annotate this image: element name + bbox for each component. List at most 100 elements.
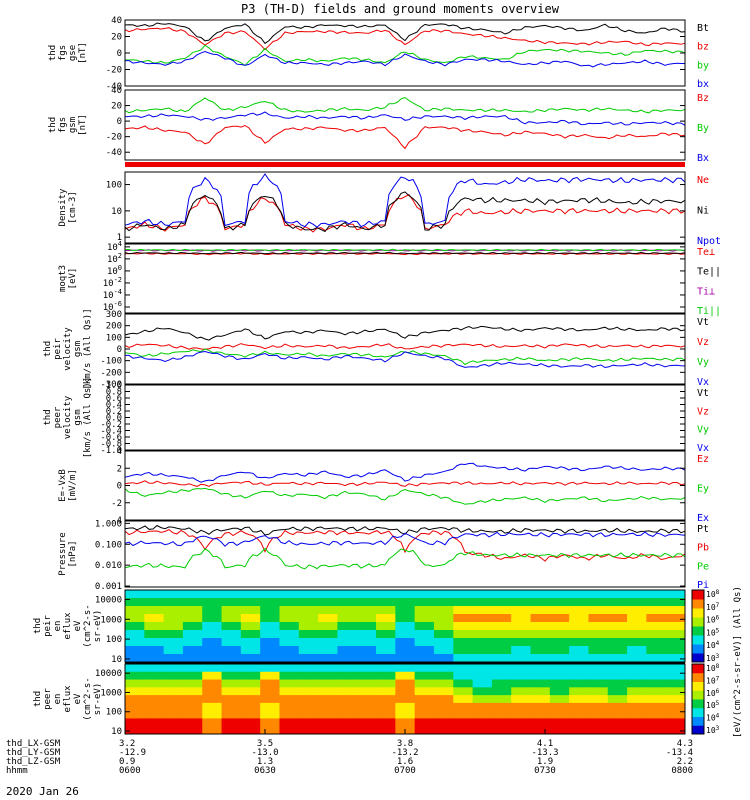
spectrogram-cell <box>549 622 570 631</box>
spectrogram-cell <box>549 679 570 688</box>
spectrogram-cell <box>279 606 300 615</box>
spectrogram-cell <box>433 702 454 712</box>
y-axis-label: E=-VxB <box>58 469 68 502</box>
series-line-ey <box>124 487 686 505</box>
y-tick-label: 4 <box>117 447 122 457</box>
spectrogram-cell <box>240 638 261 647</box>
spectrogram-cell <box>395 614 416 623</box>
y-tick-label: -20 <box>106 66 122 76</box>
panel-frame <box>124 520 686 588</box>
spectrogram-cell <box>240 718 261 727</box>
spectrogram-cell <box>511 695 532 704</box>
spectrogram-cell <box>395 664 416 673</box>
spectrogram-cell <box>530 606 551 615</box>
x-tick-label: -13.2 <box>391 748 418 758</box>
spectrogram-cell <box>607 646 628 655</box>
spectrogram-cell <box>665 664 686 673</box>
spectrogram-cell <box>530 630 551 639</box>
y-tick-label: -4 <box>111 516 122 526</box>
spectrogram-cell <box>221 646 242 655</box>
y-tick-label: 10-4 <box>103 288 122 301</box>
spectrogram-cell <box>298 614 319 623</box>
colorbar-frame <box>691 663 705 735</box>
spectrogram-cell <box>163 598 184 607</box>
spectrogram-cell <box>453 710 474 719</box>
spectrogram-cell <box>627 702 647 712</box>
legend-label: Vt <box>697 388 709 399</box>
y-tick-label: 40 <box>111 16 122 26</box>
spectrogram-cell <box>202 695 223 704</box>
spectrogram-cell <box>202 664 223 673</box>
y-tick-label: 100 <box>106 708 122 718</box>
panel-frame <box>124 89 686 161</box>
spectrogram-cell <box>395 630 416 639</box>
spectrogram-cell <box>221 702 242 712</box>
spectrogram-cell <box>260 630 280 639</box>
spectrogram-cell <box>318 638 338 647</box>
y-tick-label: 2 <box>117 464 122 474</box>
panel-moqt3: moqt3 [eV] Te⊥ Te|| Ti⊥ Ti|| 10410210010-210-4… <box>58 240 721 317</box>
spectrogram-cell <box>646 679 667 688</box>
spectrogram-cell <box>549 687 570 696</box>
spectrogram-cell <box>144 654 165 663</box>
spectrogram-cell <box>125 598 145 607</box>
x-row-label: thd_LY-GSM <box>6 748 61 758</box>
spectrogram-cell <box>627 687 647 696</box>
y-tick-label: 104 <box>107 240 122 253</box>
y-axis-label: peir <box>53 338 63 360</box>
colorbar-segment <box>692 617 704 627</box>
spectrogram-cell <box>298 606 319 615</box>
y-tick-label: 10-2 <box>103 276 122 289</box>
y-tick-label: 102 <box>107 252 122 265</box>
y-tick-label: 1000 <box>100 615 122 625</box>
spectrogram-cell <box>588 718 609 727</box>
spectrogram-cell <box>318 646 338 655</box>
series-line-vz <box>124 343 686 350</box>
legend-label: Vx <box>697 377 709 388</box>
spectrogram-cell <box>163 679 184 688</box>
y-tick-label: 0 <box>117 482 122 492</box>
y-tick-label: 0.010 <box>95 561 122 571</box>
spectrogram-cell <box>549 664 570 673</box>
legend-label: Vz <box>697 337 709 348</box>
series-line-bz <box>124 27 686 51</box>
spectrogram-cell <box>472 702 493 712</box>
spectrogram-cell <box>588 710 609 719</box>
spectrogram-cell <box>530 710 551 719</box>
spectrogram-cell <box>549 638 570 647</box>
spectrogram-cell <box>607 679 628 688</box>
legend-label: Bt <box>697 23 709 34</box>
x-tick-label: 3.2 <box>119 739 135 749</box>
spectrogram-cell <box>279 590 300 599</box>
spectrogram-cell <box>549 702 570 712</box>
spectrogram-cell <box>221 664 242 673</box>
spectrogram-cell <box>240 710 261 719</box>
spectrogram-cell <box>318 679 338 688</box>
spectrogram-cell <box>627 718 647 727</box>
spectrogram-cell <box>472 638 493 647</box>
spectrogram-cell <box>279 646 300 655</box>
spectrogram-cell <box>588 671 609 681</box>
spectrogram-cell <box>298 646 319 655</box>
spectrogram-cell <box>588 590 609 599</box>
spectrogram-cell <box>298 726 319 735</box>
y-tick-label: 40 <box>111 86 122 96</box>
spectrogram-cell <box>588 687 609 696</box>
spectrogram-cell <box>549 654 570 663</box>
colorbar-segment <box>692 644 704 654</box>
y-axis-label: sr-eV) <box>93 683 103 716</box>
spectrogram-cell <box>588 679 609 688</box>
panel-pressure: Pressure [nPa] Pt Pb Pe Pi 1.000 0.100 0.010 0.00… <box>58 519 709 592</box>
x-tick-label: 0.9 <box>119 757 135 767</box>
spectrogram-cell <box>433 646 454 655</box>
x-row-label: thd_LX-GSM <box>6 739 61 749</box>
spectrogram-cell <box>182 590 203 599</box>
spectrogram-cell <box>588 630 609 639</box>
legend-label: Vt <box>697 317 709 328</box>
spectrogram-cell <box>453 718 474 727</box>
x-tick-label: 0730 <box>534 766 556 776</box>
spectrogram-cell <box>337 622 358 631</box>
spectrogram-cell <box>279 622 300 631</box>
spectrogram-cell <box>491 664 512 673</box>
spectrogram-cell <box>472 622 493 631</box>
